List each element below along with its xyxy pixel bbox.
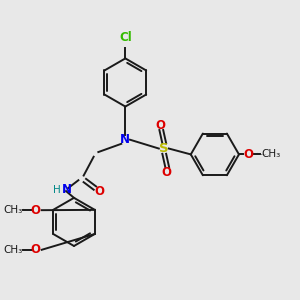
Text: O: O [244,148,254,161]
Text: O: O [31,243,41,256]
Text: methyl: methyl [22,209,27,210]
Text: CH₃: CH₃ [3,205,22,215]
Text: CH₃: CH₃ [261,149,280,159]
Text: O: O [161,166,171,178]
Text: H: H [53,184,61,195]
Text: CH₃: CH₃ [3,245,22,255]
Text: N: N [120,133,130,146]
Text: O: O [156,118,166,131]
Text: O: O [94,184,104,198]
Text: Cl: Cl [119,31,132,44]
Text: methyl: methyl [256,153,261,154]
Text: methoxy: methoxy [261,154,268,155]
Text: N: N [62,183,72,196]
Text: O: O [31,204,41,217]
Text: S: S [159,142,168,155]
